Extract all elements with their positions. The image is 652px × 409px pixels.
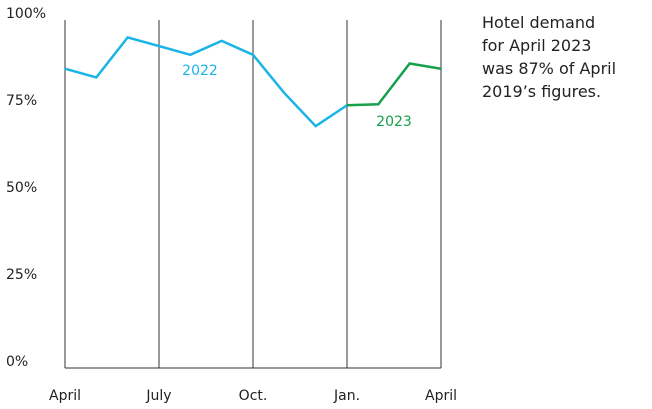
y-tick-label: 100%: [6, 6, 46, 22]
x-tick-label: July: [145, 388, 171, 404]
annotation: for April 2023: [482, 36, 591, 55]
series-label: 2022: [182, 63, 218, 79]
annotation: Hotel demand: [482, 13, 595, 32]
series-line: [346, 62, 442, 107]
annotation: was 87% of April: [482, 59, 616, 78]
series-line: [64, 35, 348, 128]
y-tick-label: 0%: [6, 354, 28, 370]
x-tick-label: Oct.: [239, 388, 268, 404]
y-tick-label: 75%: [6, 93, 37, 109]
series-label: 2023: [376, 114, 412, 130]
x-tick-label: April: [425, 388, 457, 404]
y-tick-label: 50%: [6, 180, 37, 196]
annotation: 2019’s figures.: [482, 82, 601, 101]
y-tick-label: 25%: [6, 267, 37, 283]
x-tick-label: April: [49, 388, 81, 404]
x-tick-label: Jan.: [333, 388, 360, 404]
